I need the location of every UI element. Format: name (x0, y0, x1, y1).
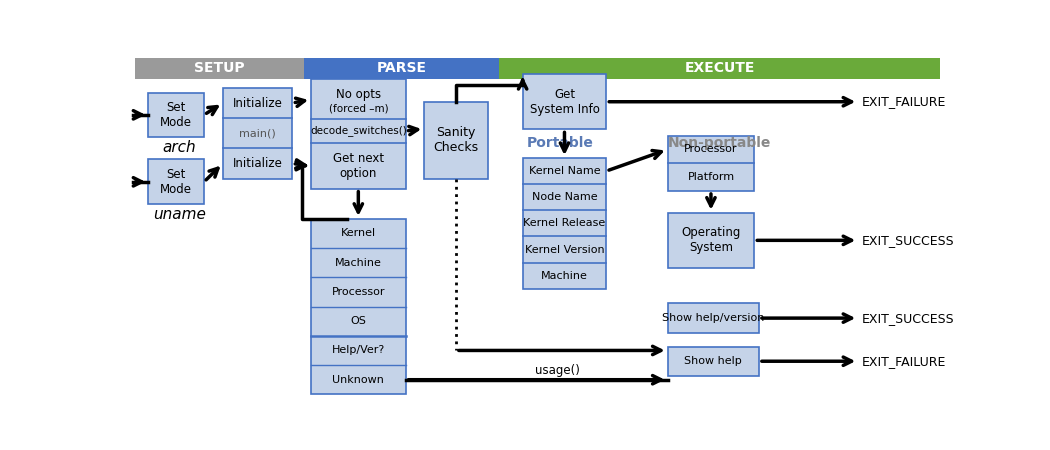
FancyBboxPatch shape (668, 212, 754, 268)
FancyBboxPatch shape (148, 93, 204, 137)
Text: Processor: Processor (685, 144, 738, 154)
Text: Node Name: Node Name (531, 192, 597, 202)
Text: Set
Mode: Set Mode (161, 101, 192, 129)
Text: Platform: Platform (688, 172, 735, 182)
Text: Unknown: Unknown (333, 375, 384, 385)
Text: Help/Ver?: Help/Ver? (332, 346, 385, 356)
FancyBboxPatch shape (135, 58, 304, 79)
Text: decode_switches(): decode_switches() (310, 126, 406, 136)
Text: Initialize: Initialize (233, 157, 282, 170)
Text: Kernel Name: Kernel Name (528, 166, 601, 176)
FancyBboxPatch shape (304, 58, 500, 79)
Text: usage(): usage() (536, 364, 580, 377)
Text: Non-portable: Non-portable (668, 135, 771, 149)
FancyBboxPatch shape (424, 102, 488, 179)
Text: Portable: Portable (526, 135, 593, 149)
Text: main(): main() (239, 128, 276, 138)
Text: Kernel Release: Kernel Release (523, 218, 606, 229)
Text: PARSE: PARSE (377, 61, 426, 75)
FancyBboxPatch shape (311, 219, 405, 394)
FancyBboxPatch shape (523, 74, 606, 130)
Text: EXIT_SUCCESS: EXIT_SUCCESS (861, 311, 953, 324)
Text: SETUP: SETUP (194, 61, 245, 75)
FancyBboxPatch shape (148, 159, 204, 204)
FancyBboxPatch shape (500, 58, 940, 79)
Text: EXECUTE: EXECUTE (685, 61, 755, 75)
Text: Show help/version: Show help/version (663, 313, 764, 323)
Text: Processor: Processor (332, 287, 385, 297)
Text: uname: uname (153, 207, 206, 222)
FancyBboxPatch shape (668, 346, 759, 376)
Text: EXIT_FAILURE: EXIT_FAILURE (861, 95, 946, 108)
Text: Machine: Machine (335, 258, 382, 268)
Text: Kernel Version: Kernel Version (525, 245, 605, 255)
FancyBboxPatch shape (311, 79, 405, 189)
Text: Initialize: Initialize (233, 96, 282, 109)
Text: Operating
System: Operating System (681, 226, 740, 254)
Text: Machine: Machine (541, 271, 588, 281)
FancyBboxPatch shape (223, 88, 293, 179)
Text: EXIT_FAILURE: EXIT_FAILURE (861, 355, 946, 368)
Text: Kernel: Kernel (341, 229, 376, 238)
Text: Get next
option: Get next option (333, 152, 384, 180)
FancyBboxPatch shape (668, 135, 754, 191)
Text: Set
Mode: Set Mode (161, 168, 192, 196)
Text: OS: OS (351, 316, 366, 326)
Text: Get
System Info: Get System Info (529, 88, 600, 116)
Text: (forced –m): (forced –m) (329, 104, 388, 114)
Text: Show help: Show help (685, 356, 742, 366)
Text: arch: arch (163, 140, 196, 155)
Text: No opts: No opts (336, 88, 381, 101)
FancyBboxPatch shape (523, 158, 606, 289)
Text: EXIT_SUCCESS: EXIT_SUCCESS (861, 234, 953, 247)
Text: Sanity
Checks: Sanity Checks (434, 126, 479, 154)
FancyBboxPatch shape (668, 303, 759, 333)
